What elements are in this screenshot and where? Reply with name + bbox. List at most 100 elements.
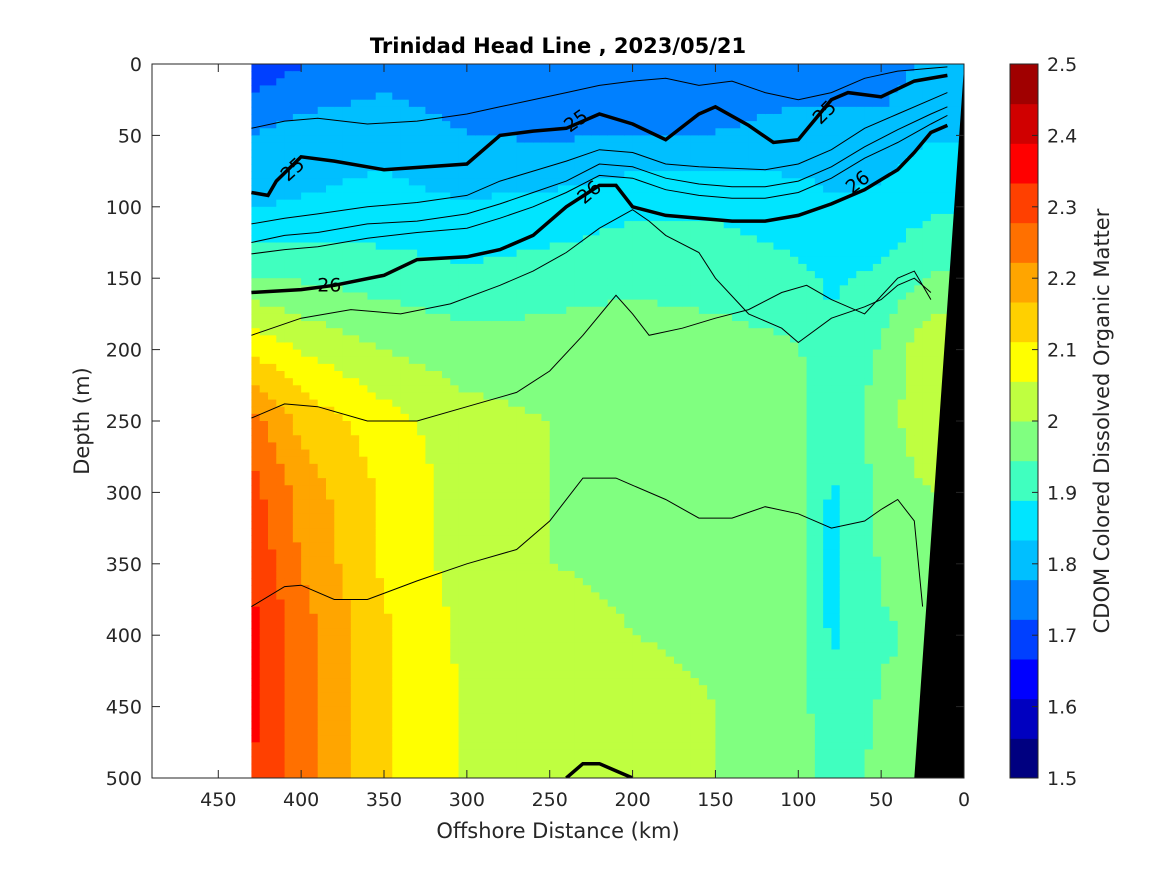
heatmap-cell — [508, 399, 518, 408]
heatmap-cell — [524, 321, 534, 329]
heatmap-cell — [400, 64, 410, 72]
heatmap-cell — [500, 563, 509, 572]
heatmap-cell — [400, 656, 410, 665]
heatmap-cell — [284, 628, 294, 636]
heatmap-cell — [400, 213, 410, 222]
heatmap-cell — [384, 378, 393, 386]
heatmap-cell — [458, 749, 468, 758]
heatmap-cell — [417, 620, 427, 629]
heatmap-cell — [442, 770, 451, 778]
heatmap-cell — [574, 463, 584, 472]
heatmap-cell — [599, 256, 609, 265]
heatmap-cell — [599, 328, 609, 336]
heatmap-cell — [392, 85, 402, 94]
heatmap-cell — [566, 492, 576, 501]
heatmap-cell — [458, 206, 468, 215]
heatmap-cell — [616, 428, 625, 436]
heatmap-cell — [483, 485, 493, 493]
heatmap-cell — [483, 542, 493, 551]
heatmap-cell — [417, 71, 427, 79]
heatmap-cell — [326, 520, 335, 529]
heatmap-cell — [359, 449, 369, 458]
heatmap-cell — [450, 535, 460, 543]
heatmap-cell — [392, 478, 402, 486]
heatmap-cell — [607, 371, 617, 379]
heatmap-cell — [541, 399, 551, 408]
heatmap-cell — [301, 520, 311, 529]
heatmap-cell — [301, 121, 311, 129]
heatmap-cell — [417, 121, 427, 129]
heatmap-cell — [640, 185, 650, 194]
heatmap-cell — [292, 699, 302, 708]
heatmap-cell — [450, 435, 460, 444]
heatmap-cell — [392, 699, 402, 708]
heatmap-cell — [483, 606, 493, 615]
heatmap-cell — [384, 713, 393, 722]
heatmap-cell — [475, 620, 485, 629]
heatmap-cell — [466, 485, 476, 493]
heatmap-cell — [251, 206, 261, 215]
heatmap-cell — [367, 349, 377, 358]
heatmap-cell — [417, 642, 427, 651]
heatmap-cell — [317, 106, 327, 115]
heatmap-cell — [276, 235, 286, 244]
heatmap-cell — [350, 163, 360, 172]
heatmap-cell — [317, 628, 327, 636]
heatmap-cell — [442, 356, 451, 365]
heatmap-cell — [301, 371, 311, 379]
heatmap-cell — [268, 249, 277, 258]
heatmap-cell — [616, 470, 625, 479]
heatmap-cell — [276, 256, 286, 265]
heatmap-cell — [425, 92, 435, 101]
heatmap-cell — [350, 292, 360, 301]
heatmap-cell — [292, 556, 302, 565]
heatmap-cell — [657, 463, 667, 472]
heatmap-cell — [384, 756, 393, 765]
heatmap-cell — [408, 78, 418, 87]
heatmap-cell — [582, 699, 592, 708]
heatmap-cell — [392, 749, 402, 758]
heatmap-cell — [342, 92, 352, 101]
heatmap-cell — [268, 106, 277, 115]
heatmap-cell — [433, 599, 443, 608]
heatmap-cell — [433, 206, 443, 215]
heatmap-cell — [259, 213, 269, 222]
heatmap-cell — [317, 99, 327, 108]
heatmap-cell — [433, 563, 443, 572]
heatmap-cell — [533, 549, 543, 558]
heatmap-cell — [616, 113, 625, 122]
heatmap-cell — [616, 128, 625, 136]
heatmap-cell — [541, 556, 551, 565]
heatmap-cell — [301, 492, 311, 501]
heatmap-cell — [483, 242, 493, 251]
heatmap-cell — [541, 113, 551, 122]
heatmap-cell — [566, 556, 576, 565]
heatmap-cell — [491, 128, 501, 136]
heatmap-cell — [408, 313, 418, 322]
heatmap-cell — [450, 513, 460, 522]
heatmap-cell — [417, 728, 427, 736]
heatmap-cell — [334, 428, 344, 436]
heatmap-cell — [483, 620, 493, 629]
heatmap-cell — [649, 192, 659, 201]
heatmap-cell — [433, 449, 443, 458]
heatmap-cell — [649, 699, 659, 708]
heatmap-cell — [599, 642, 609, 651]
heatmap-cell — [574, 563, 584, 572]
heatmap-cell — [326, 78, 335, 87]
heatmap-cell — [632, 585, 642, 593]
heatmap-cell — [574, 371, 584, 379]
heatmap-cell — [500, 678, 509, 686]
heatmap-cell — [483, 556, 493, 565]
heatmap-cell — [475, 570, 485, 579]
heatmap-cell — [624, 756, 634, 765]
heatmap-cell — [541, 64, 551, 72]
heatmap-cell — [251, 542, 261, 551]
heatmap-cell — [632, 756, 642, 765]
heatmap-cell — [384, 349, 393, 358]
heatmap-cell — [292, 492, 302, 501]
heatmap-cell — [549, 278, 559, 286]
heatmap-cell — [541, 442, 551, 451]
heatmap-cell — [541, 71, 551, 79]
heatmap-cell — [417, 663, 427, 672]
